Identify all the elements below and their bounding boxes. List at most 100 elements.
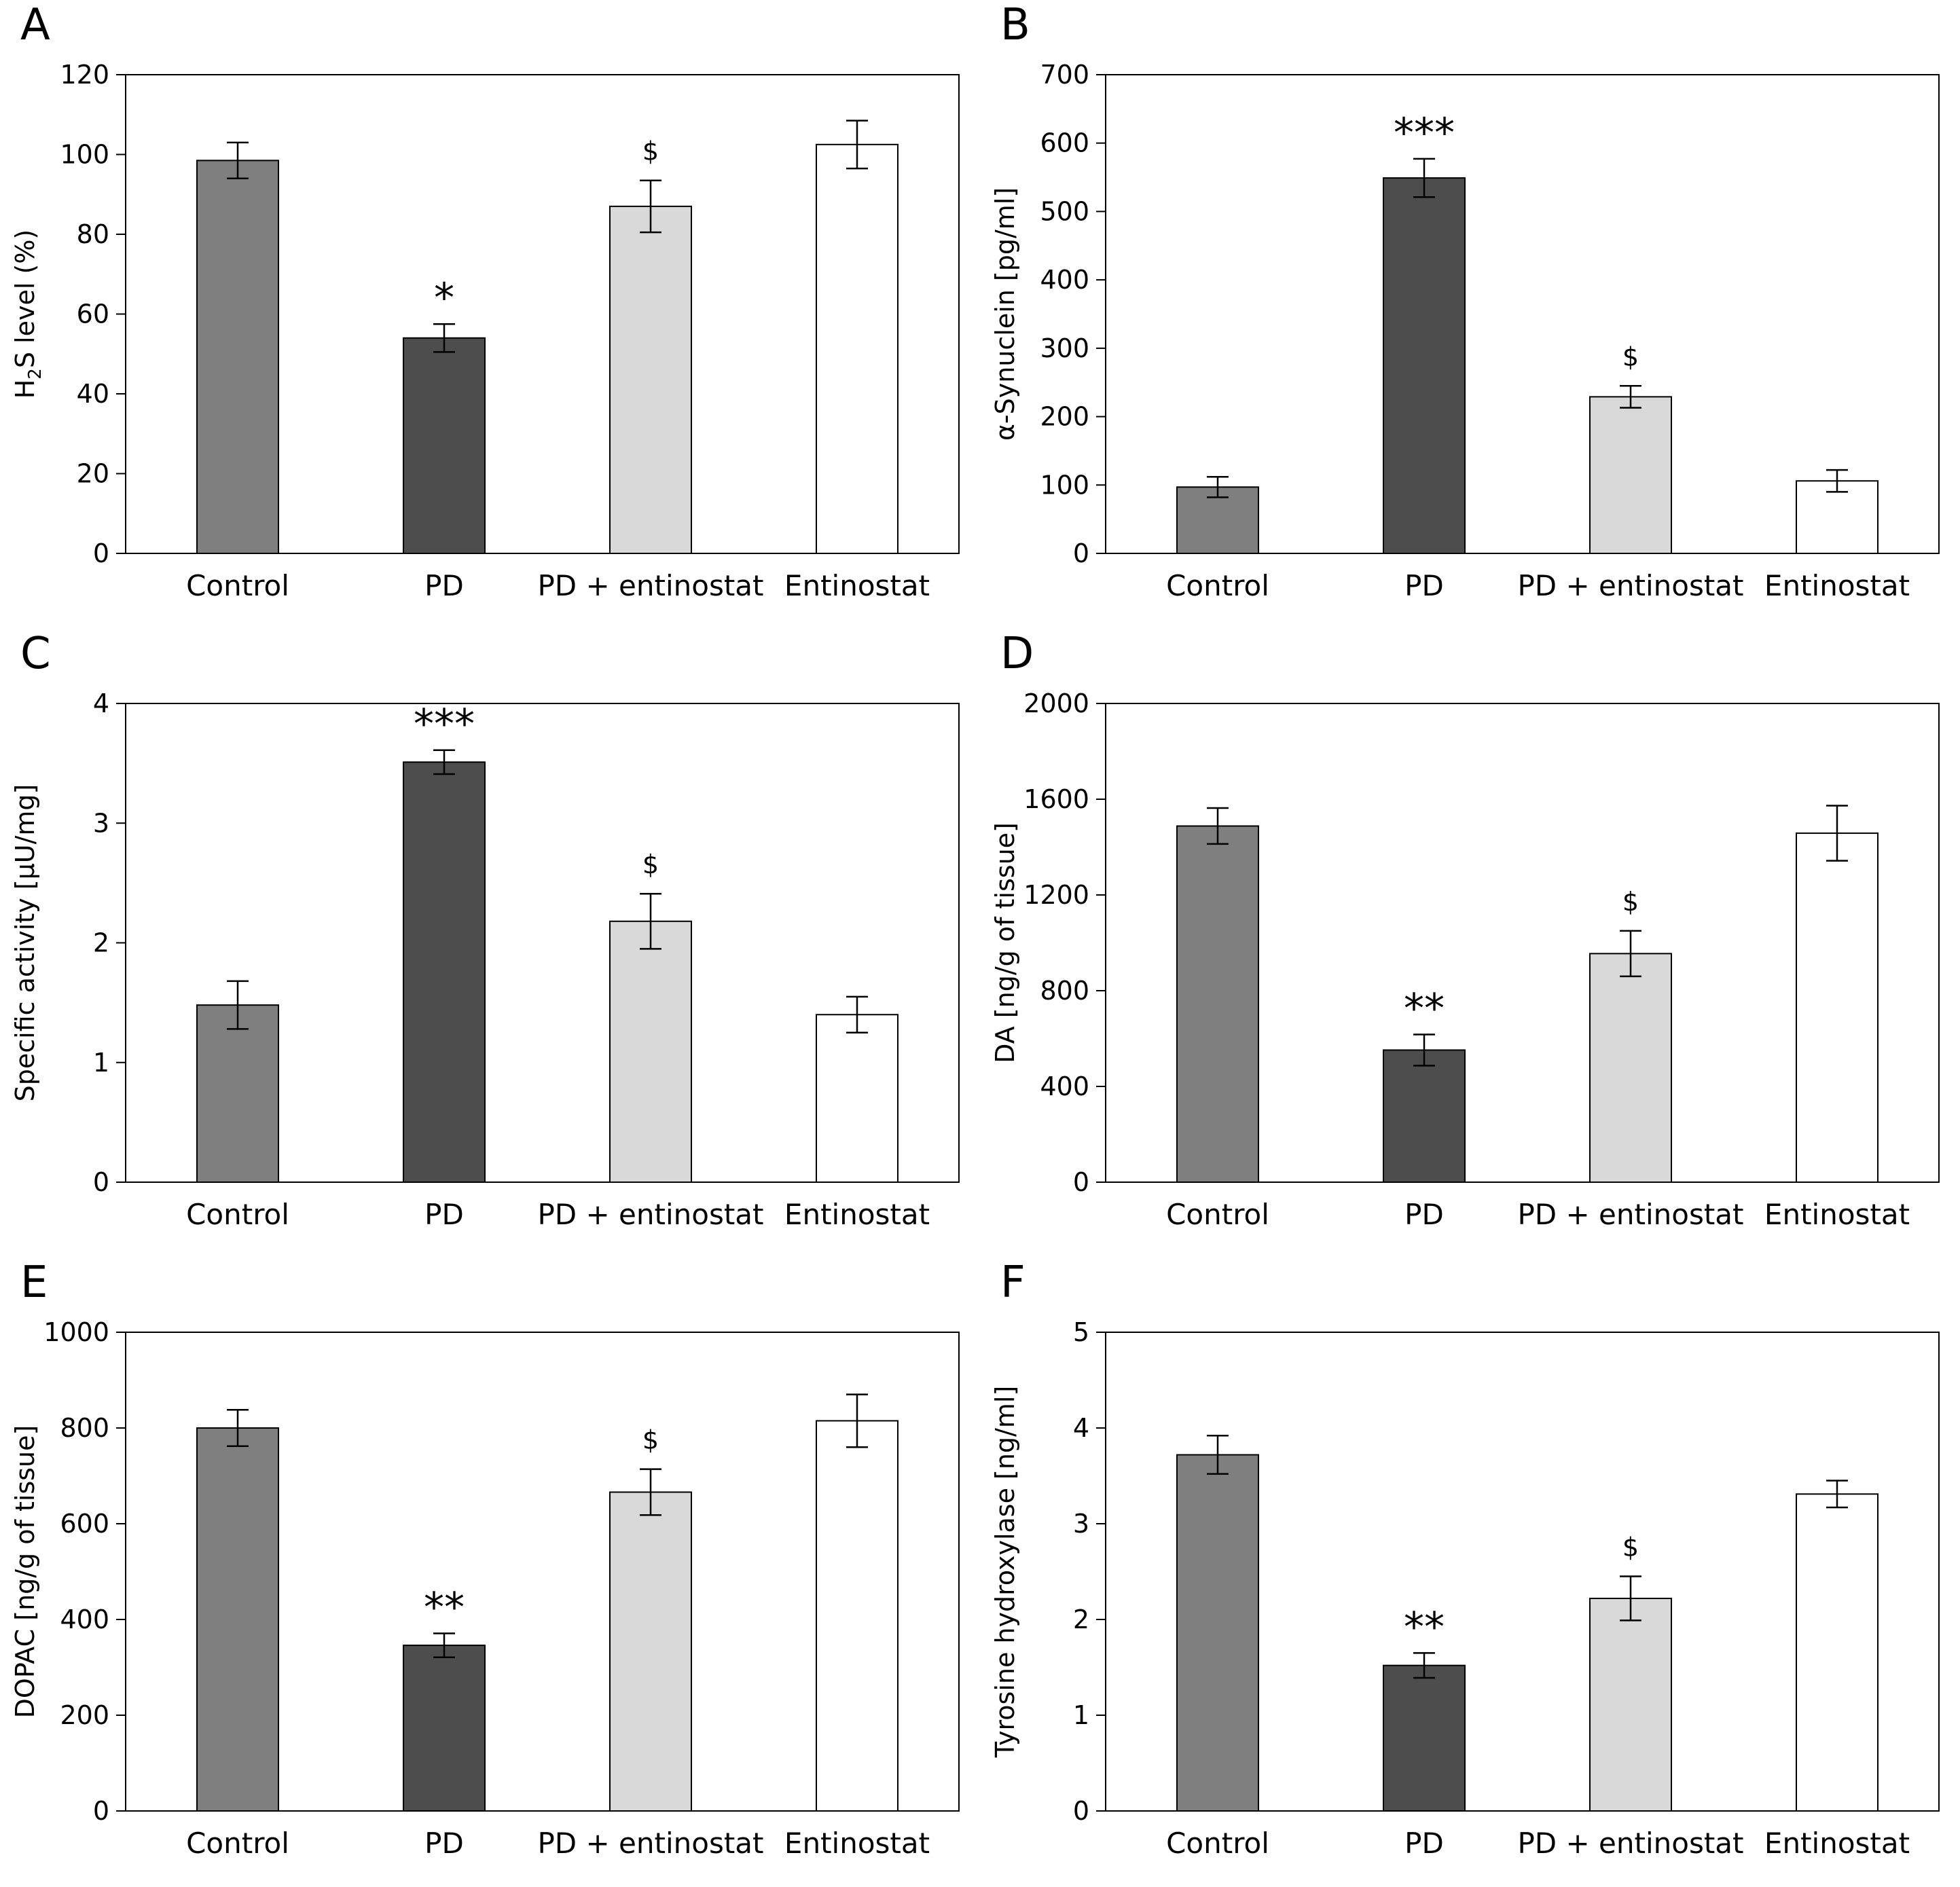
y-tick-label: 700 (1040, 60, 1089, 90)
bar (1176, 825, 1259, 1184)
x-category-label: PD + entinostat (1517, 1198, 1743, 1231)
chart-panel-d: D 0 400 800 1200 1600 2000 DA [ng/g of tissue] C… (980, 629, 1960, 1258)
y-tick-label: 3 (1073, 1509, 1089, 1539)
x-category-label: PD + entinostat (1517, 1827, 1743, 1860)
y-tick-label: 800 (1040, 976, 1089, 1006)
significance-marker: $ (642, 1425, 659, 1455)
y-tick-label: 1 (1073, 1700, 1089, 1730)
chart-svg: A 0 20 40 60 80 100 120 H2S level (%) Control * PD $… (10, 0, 960, 602)
y-axis-title: Specific activity [μU/mg] (10, 784, 40, 1102)
y-tick-label: 2 (1073, 1605, 1089, 1634)
significance-marker: *** (1394, 109, 1455, 157)
bar (1796, 480, 1879, 554)
chart-svg: C 0 1 2 3 4 Specific activity [μU/mg] Control **… (10, 629, 960, 1231)
y-tick-label: 100 (60, 140, 109, 170)
panel-letter: C (20, 629, 51, 679)
x-category-label: Control (1166, 569, 1269, 602)
significance-marker: ** (1404, 1603, 1445, 1651)
y-tick-label: 5 (1073, 1317, 1089, 1347)
y-tick-label: 200 (60, 1700, 109, 1730)
bar (403, 761, 486, 1184)
y-tick-label: 80 (77, 219, 109, 249)
x-category-label: Control (186, 1198, 289, 1231)
y-tick-label: 1200 (1023, 880, 1089, 910)
chart-svg: B 0 100 200 300 400 500 600 700 α-Synuclein [pg/m… (990, 0, 1940, 602)
bar (1796, 1493, 1879, 1812)
significance-marker: $ (1622, 887, 1639, 917)
bar (1383, 1049, 1466, 1183)
y-tick-label: 20 (77, 459, 109, 489)
plot-frame (1105, 1332, 1940, 1812)
y-tick-label: 300 (1040, 333, 1089, 363)
y-tick-label: 60 (77, 299, 109, 329)
y-axis-title-part: H (10, 380, 40, 399)
y-tick-label: 400 (60, 1605, 109, 1634)
y-tick-label: 0 (1073, 538, 1089, 568)
chart-panel-a: A 0 20 40 60 80 100 120 H2S level (%) Control * PD $… (0, 0, 980, 629)
y-tick-label: 120 (60, 60, 109, 90)
y-axis-title-part: S level (%) (10, 230, 40, 368)
bar (403, 337, 486, 554)
significance-marker: *** (414, 701, 475, 748)
panel-letter: A (20, 0, 50, 50)
y-tick-label: 500 (1040, 196, 1089, 226)
y-tick-label: 1000 (43, 1317, 109, 1347)
chart-panel-f: F 0 1 2 3 4 5 Tyrosine hydroxylase [ng/ml] Contr… (980, 1258, 1960, 1886)
x-category-label: PD (424, 569, 464, 602)
bar (196, 1427, 279, 1812)
x-category-label: Entinostat (784, 1827, 930, 1860)
y-axis-title: Tyrosine hydroxylase [ng/ml] (990, 1386, 1020, 1759)
bar (1383, 1664, 1466, 1812)
bar (609, 1491, 692, 1812)
x-category-label: PD + entinostat (537, 569, 763, 602)
x-category-label: PD + entinostat (537, 1198, 763, 1231)
panel-letter: E (20, 1258, 48, 1308)
y-tick-label: 200 (1040, 402, 1089, 432)
y-tick-label: 0 (1073, 1796, 1089, 1826)
chart-svg: D 0 400 800 1200 1600 2000 DA [ng/g of tissue] C… (990, 629, 1940, 1231)
y-tick-label: 2000 (1023, 689, 1089, 718)
y-tick-label: 0 (93, 1796, 109, 1826)
chart-panel-c: C 0 1 2 3 4 Specific activity [μU/mg] Control **… (0, 629, 980, 1258)
panel-letter: F (1000, 1258, 1026, 1308)
bar (816, 143, 899, 554)
x-category-label: Entinostat (1764, 569, 1910, 602)
plot-frame (125, 1332, 960, 1812)
x-category-label: Control (186, 1827, 289, 1860)
bar (1589, 1597, 1672, 1812)
bar (609, 205, 692, 554)
y-tick-label: 600 (1040, 128, 1089, 158)
x-category-label: PD (1404, 1198, 1444, 1231)
y-tick-label: 1600 (1023, 784, 1089, 814)
bar (1589, 953, 1672, 1183)
y-tick-label: 2 (93, 928, 109, 958)
bar (1589, 396, 1672, 554)
bar (609, 920, 692, 1183)
y-tick-label: 4 (1073, 1413, 1089, 1443)
significance-marker: $ (642, 136, 659, 166)
y-tick-label: 600 (60, 1509, 109, 1539)
x-category-label: PD + entinostat (537, 1827, 763, 1860)
significance-marker: * (434, 274, 454, 322)
bar (403, 1645, 486, 1812)
bar (816, 1420, 899, 1812)
bar (1383, 177, 1466, 555)
significance-marker: $ (642, 849, 659, 879)
x-category-label: PD (424, 1198, 464, 1231)
bar (1796, 832, 1879, 1183)
y-tick-label: 400 (1040, 1071, 1089, 1101)
panel-letter: D (1000, 629, 1034, 679)
x-category-label: Control (1166, 1827, 1269, 1860)
significance-marker: ** (424, 1583, 465, 1631)
y-tick-label: 0 (93, 1167, 109, 1197)
x-category-label: Entinostat (1764, 1827, 1910, 1860)
y-axis-title: α-Synuclein [pg/ml] (990, 187, 1020, 441)
x-category-label: Control (1166, 1198, 1269, 1231)
x-category-label: PD (1404, 1827, 1444, 1860)
y-tick-label: 3 (93, 808, 109, 838)
plot-frame (1105, 703, 1940, 1183)
chart-svg: E 0 200 400 600 800 1000 DOPAC [ng/g of tissue]… (10, 1258, 960, 1860)
bar (1176, 1454, 1259, 1812)
x-category-label: Entinostat (1764, 1198, 1910, 1231)
y-tick-label: 100 (1040, 470, 1089, 500)
